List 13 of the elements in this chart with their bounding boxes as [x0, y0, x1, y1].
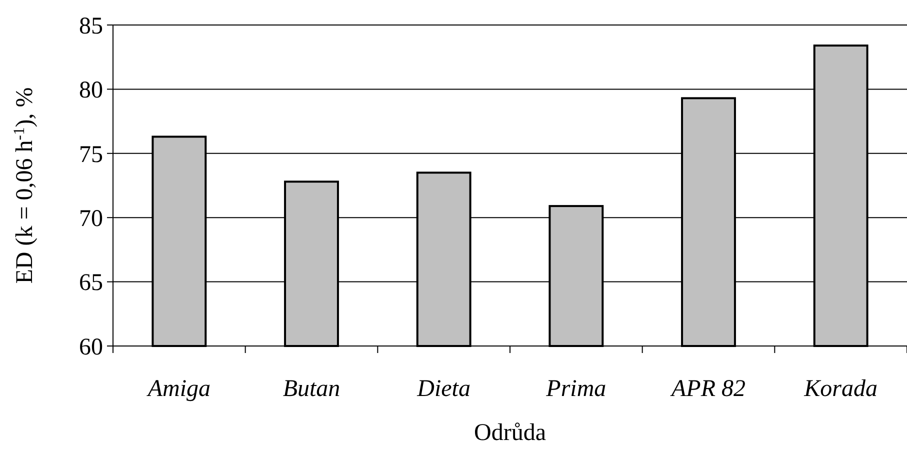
y-tick-label: 85 — [79, 13, 103, 40]
y-tick-label: 65 — [79, 270, 103, 296]
x-tick-label: Korada — [803, 376, 878, 402]
x-tick-label: Butan — [282, 376, 340, 402]
x-tick-label: Prima — [545, 376, 606, 402]
y-tick-label: 60 — [79, 334, 103, 360]
y-tick-label: 80 — [79, 78, 103, 104]
y-tick-label: 75 — [79, 142, 103, 168]
x-tick-label: Dieta — [416, 376, 470, 402]
x-tick-label: Amiga — [146, 376, 211, 402]
x-axis-title: Odrůda — [474, 420, 546, 446]
x-tick-label: APR 82 — [670, 376, 746, 402]
y-tick-label: 70 — [79, 206, 103, 232]
